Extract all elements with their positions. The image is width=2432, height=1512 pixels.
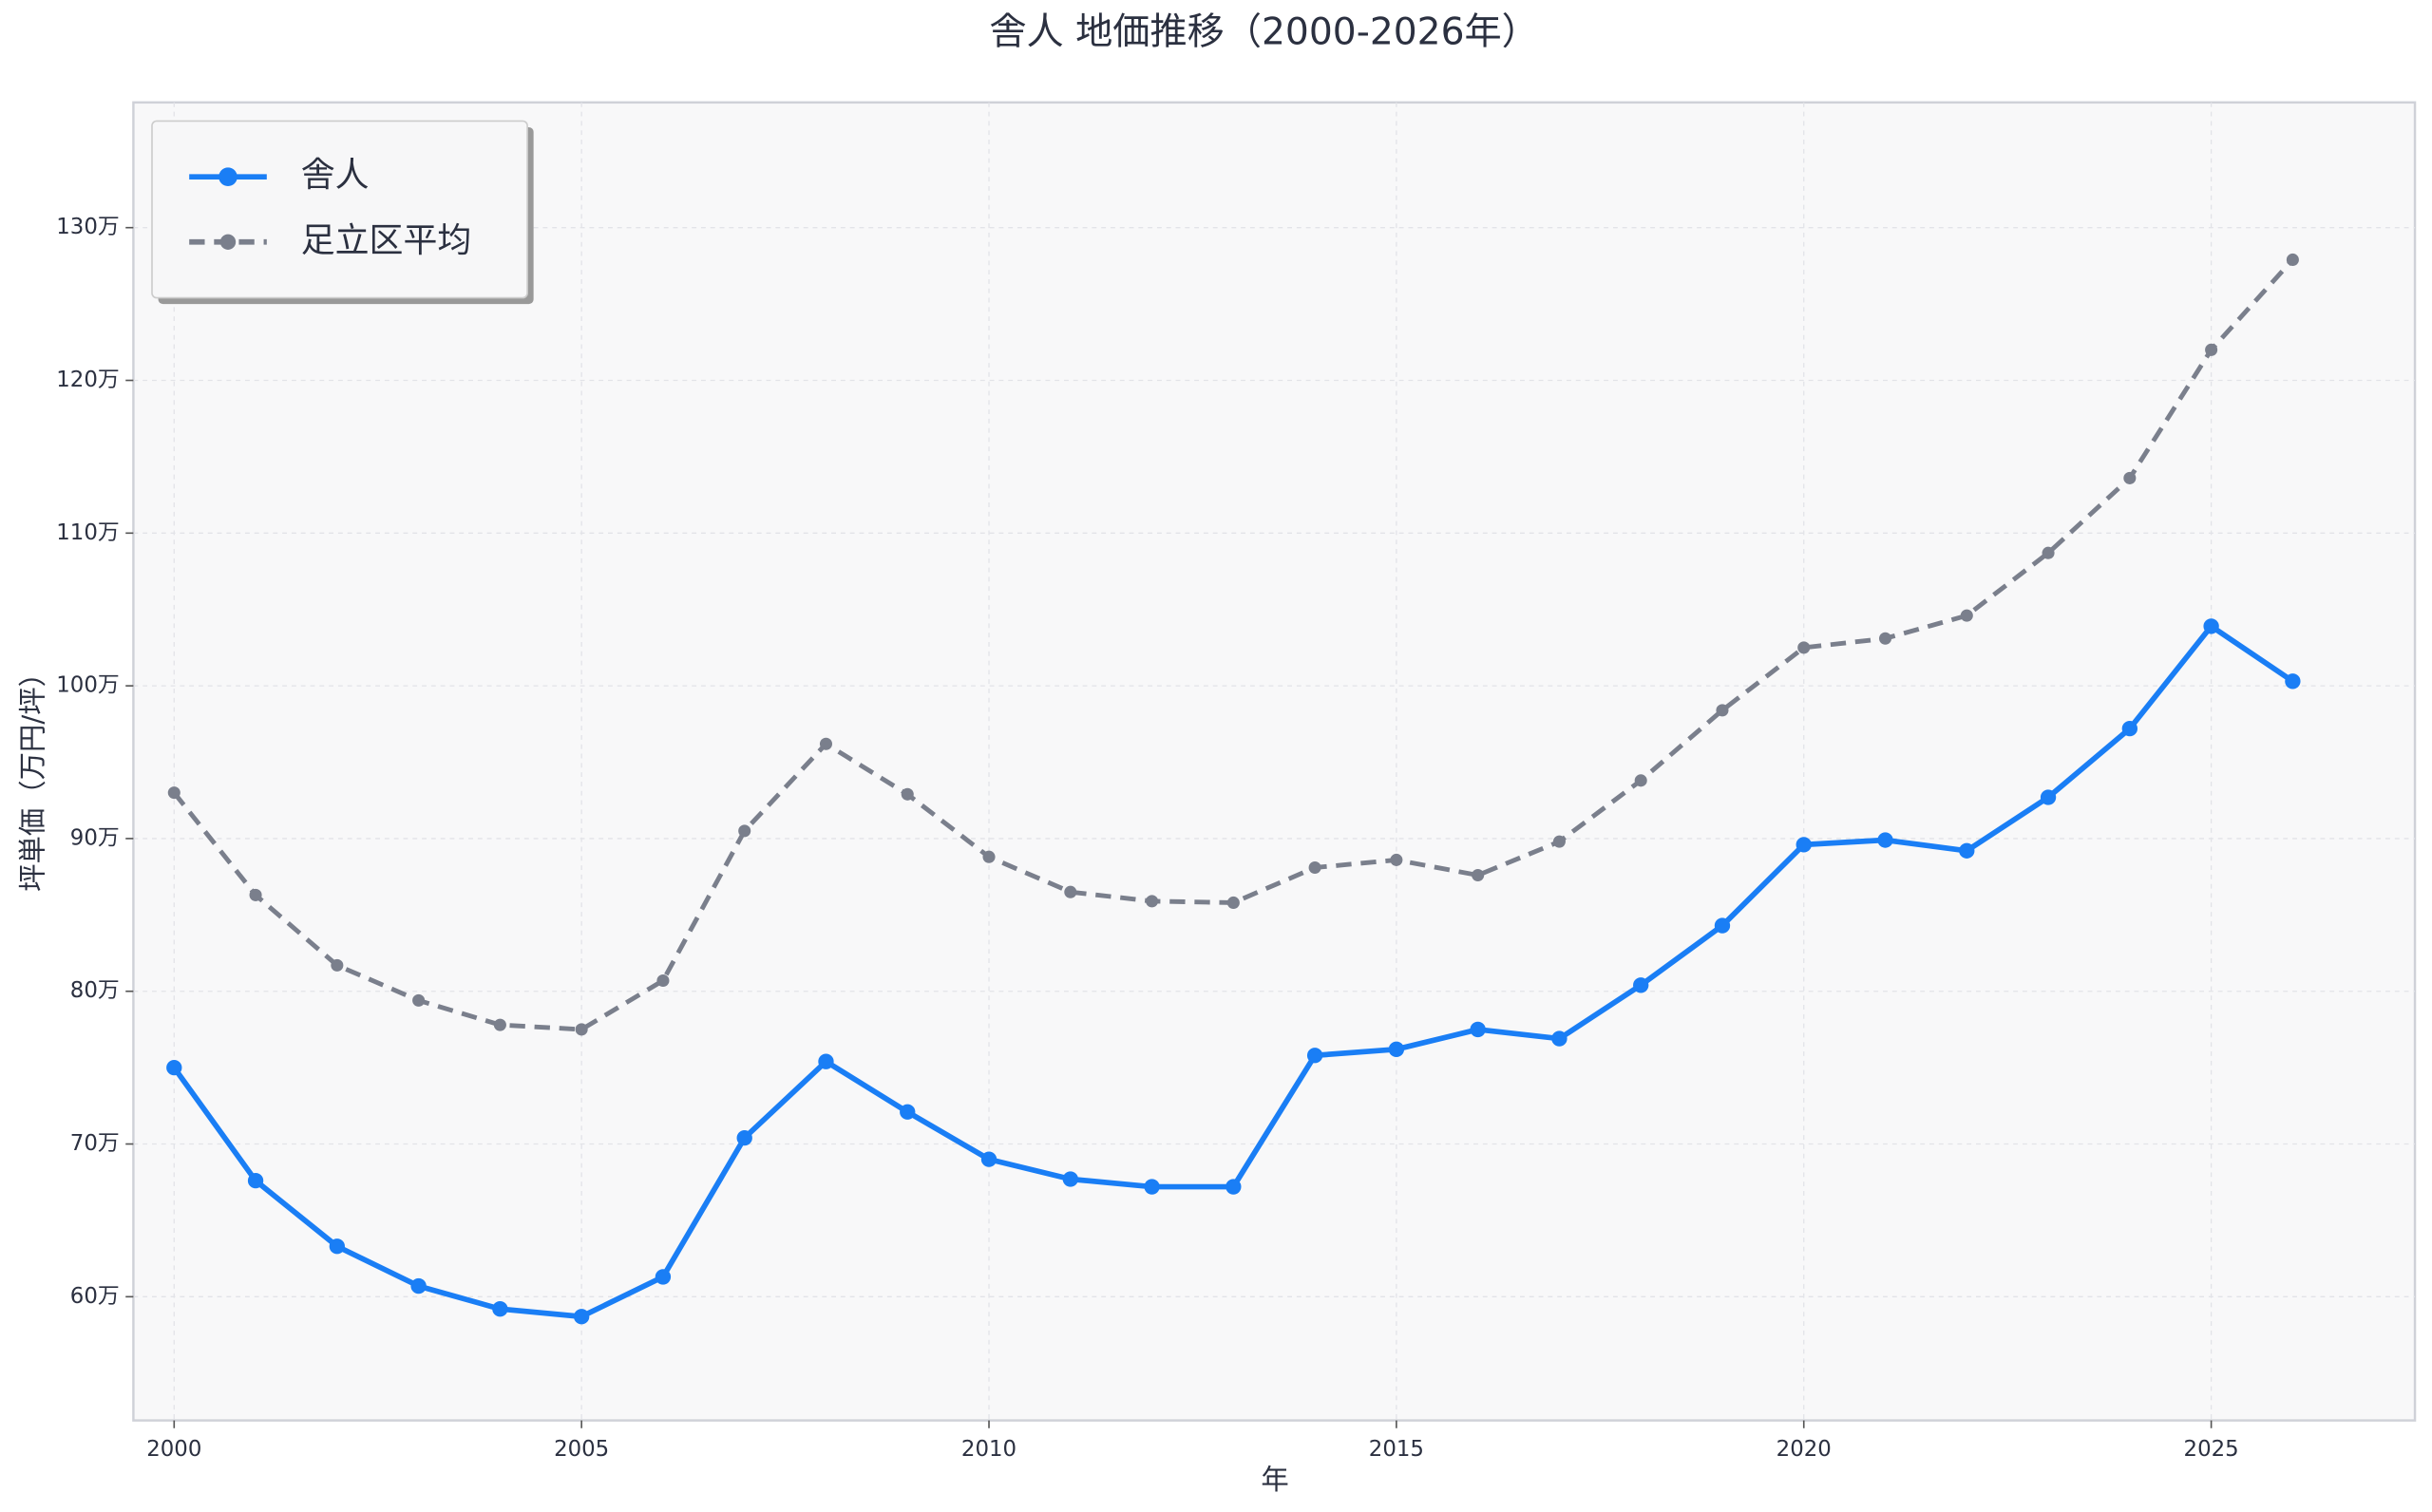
data-point [738, 824, 751, 838]
legend [151, 120, 528, 299]
data-point [818, 1053, 834, 1069]
data-point [655, 1269, 672, 1285]
data-point [900, 1104, 916, 1120]
data-point [1306, 1048, 1323, 1064]
y-tick-label: 60万 [70, 1284, 120, 1309]
plot-area [132, 101, 2417, 1422]
data-point [2121, 720, 2138, 737]
data-point [2286, 253, 2299, 266]
data-point [1714, 917, 1731, 934]
y-tick-label: 120万 [56, 368, 119, 392]
data-point [1551, 1030, 1568, 1047]
data-point [1390, 853, 1403, 866]
data-point [2285, 673, 2301, 690]
data-point [656, 973, 670, 988]
chart-title: 舎人 地価推移（2000-2026年） [989, 11, 1539, 54]
data-point [1388, 1041, 1405, 1057]
y-tick-label: 110万 [56, 520, 119, 545]
data-point [1716, 704, 1729, 717]
x-tick-label: 2015 [1369, 1437, 1424, 1462]
y-axis-label: 坪単価（万円/坪） [16, 659, 48, 892]
x-tick-label: 2025 [2184, 1437, 2239, 1462]
x-axis-label: 年 [1261, 1464, 1288, 1496]
data-point [2042, 546, 2055, 559]
data-point [901, 787, 914, 801]
data-point [575, 1023, 588, 1036]
y-tick-label: 130万 [56, 215, 119, 239]
x-tick-label: 2010 [961, 1437, 1016, 1462]
y-tick-label: 90万 [70, 825, 120, 850]
data-point [573, 1309, 590, 1325]
y-tick-label: 80万 [70, 978, 120, 1003]
data-point [1226, 1179, 1242, 1195]
legend-marker [218, 167, 238, 186]
legend-label: 足立区平均 [301, 221, 472, 260]
x-tick-label: 2000 [146, 1437, 201, 1462]
data-point [410, 1277, 427, 1295]
data-point [982, 850, 996, 863]
data-point [736, 1129, 752, 1146]
data-point [2205, 343, 2218, 356]
y-tick-label: 70万 [70, 1131, 120, 1156]
data-point [1796, 837, 1812, 853]
data-point [1633, 977, 1649, 993]
data-point [412, 993, 426, 1007]
data-point [247, 1172, 264, 1189]
x-tick-label: 2020 [1776, 1437, 1832, 1462]
data-point [167, 786, 180, 800]
data-point [2123, 471, 2137, 484]
data-point [2203, 618, 2219, 634]
data-point [1226, 896, 1240, 909]
data-point [492, 1301, 508, 1317]
data-point [980, 1151, 998, 1167]
data-point [1472, 868, 1485, 882]
data-point [1144, 1179, 1160, 1195]
data-point [1960, 609, 1973, 622]
data-point [166, 1059, 182, 1076]
data-point [493, 1018, 506, 1031]
data-point [249, 888, 262, 901]
data-point [819, 737, 833, 750]
data-point [1634, 774, 1647, 787]
data-point [1878, 632, 1892, 645]
legend-marker [219, 234, 237, 250]
data-point [1146, 895, 1159, 908]
y-tick-label: 100万 [56, 673, 119, 698]
x-tick-label: 2005 [554, 1437, 609, 1462]
data-point [329, 1238, 346, 1255]
legend-label: 舎人 [301, 156, 370, 195]
data-point [1308, 860, 1321, 875]
data-point [1064, 885, 1077, 898]
data-point [1062, 1171, 1078, 1187]
data-point [1470, 1021, 1486, 1038]
data-point [1959, 842, 1975, 859]
data-point [1797, 641, 1811, 654]
data-point [331, 958, 344, 972]
data-point [1552, 835, 1566, 848]
data-point [2040, 789, 2057, 805]
data-point [1877, 832, 1893, 848]
